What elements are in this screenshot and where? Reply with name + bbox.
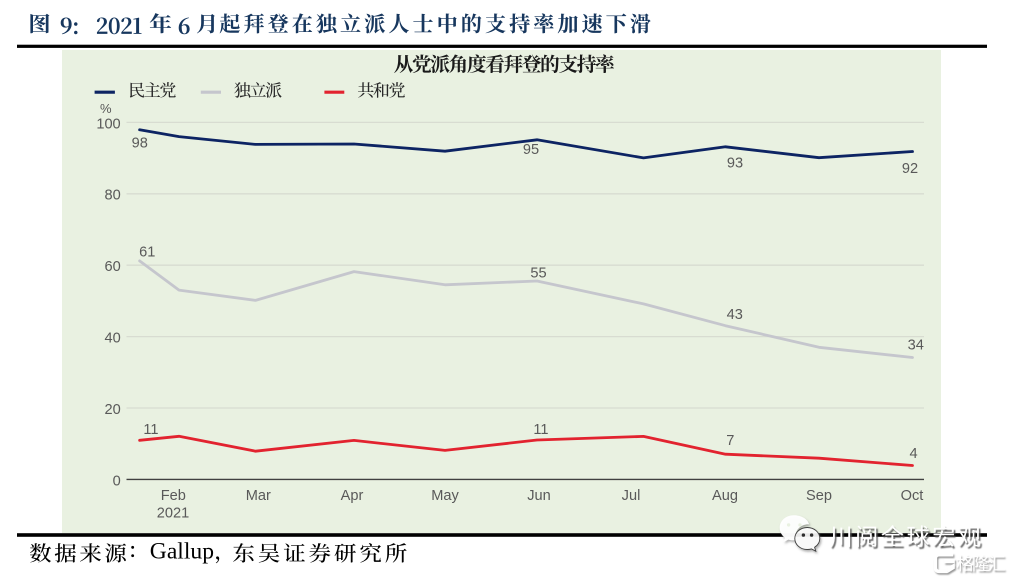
svg-text:Aug: Aug [712,488,738,504]
svg-text:Jul: Jul [622,488,641,504]
svg-text:4: 4 [909,446,917,462]
svg-text:80: 80 [104,188,120,204]
svg-text:55: 55 [530,265,546,281]
svg-text:Apr: Apr [341,488,364,504]
svg-text:0: 0 [113,473,121,489]
svg-text:May: May [431,488,459,504]
svg-text:98: 98 [132,136,148,152]
svg-text:40: 40 [104,331,120,347]
svg-text:2021: 2021 [157,506,189,522]
svg-text:43: 43 [727,307,743,323]
svg-text:100: 100 [96,116,120,132]
svg-text:Feb: Feb [161,488,186,504]
svg-text:34: 34 [908,337,924,353]
svg-text:Jun: Jun [527,488,551,504]
svg-text:95: 95 [523,142,539,158]
svg-text:7: 7 [726,433,734,449]
svg-text:11: 11 [143,422,158,438]
svg-text:93: 93 [727,156,743,172]
svg-text:60: 60 [104,259,120,275]
svg-text:Mar: Mar [246,488,271,504]
svg-text:%: % [100,101,112,116]
svg-text:20: 20 [104,402,120,418]
svg-text:Gallup: Gallup [150,539,214,565]
svg-text:11: 11 [533,422,548,438]
svg-text:Sep: Sep [806,488,832,504]
svg-text:61: 61 [139,245,155,261]
svg-text:Oct: Oct [901,488,924,504]
svg-text:92: 92 [902,161,918,177]
